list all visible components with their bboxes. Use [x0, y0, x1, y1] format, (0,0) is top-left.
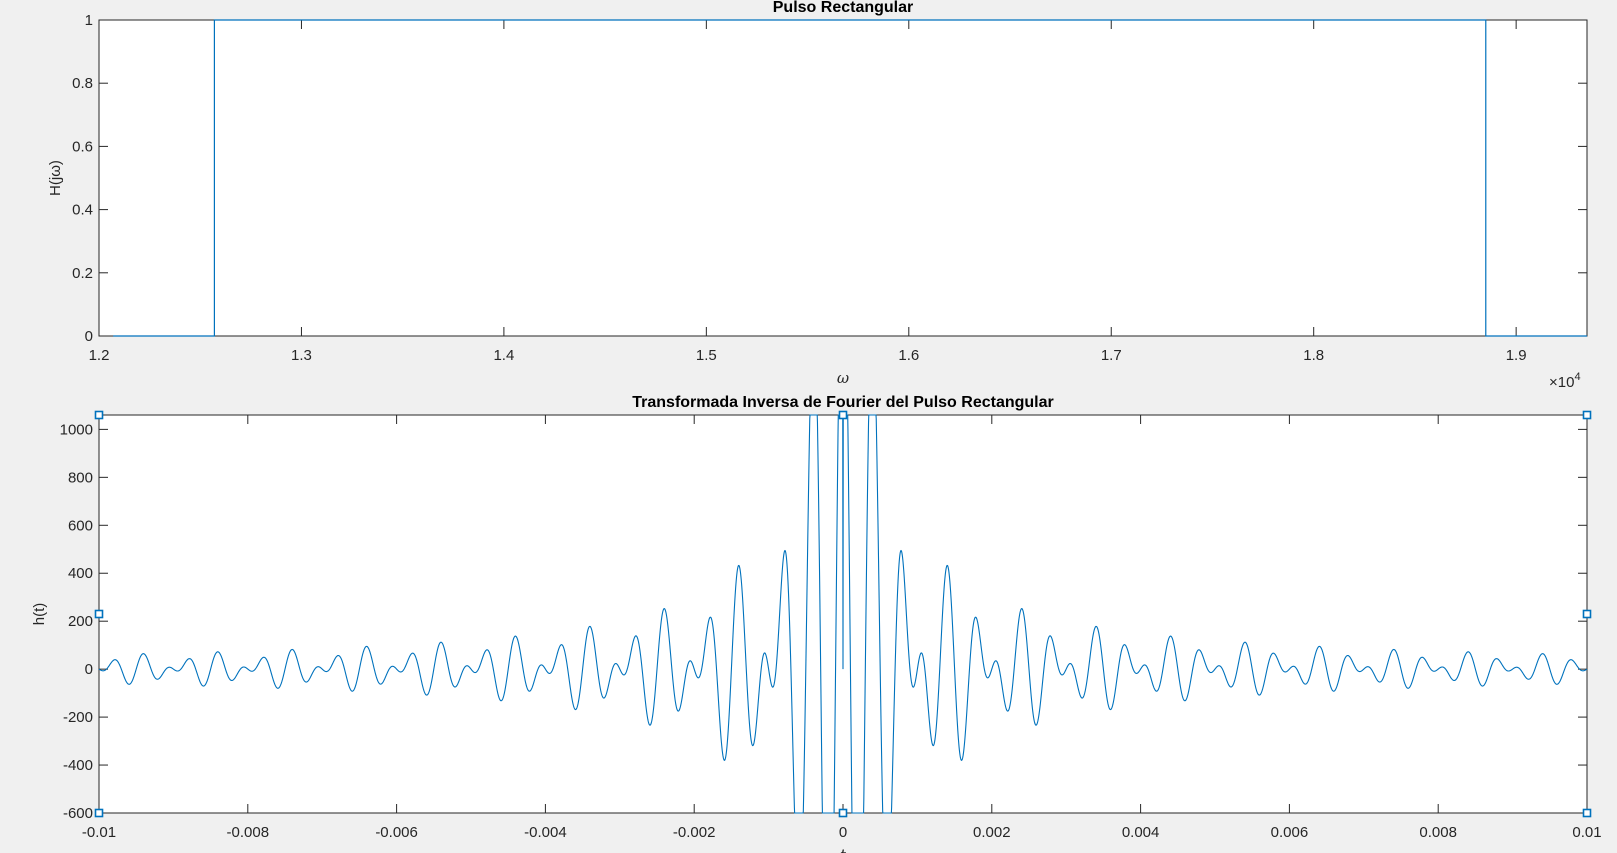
- x-tick-label: 0.01: [1572, 824, 1601, 841]
- y-tick-label: 0.8: [72, 75, 93, 92]
- y-tick-label: 0.6: [72, 138, 93, 155]
- y-tick-label: -200: [63, 709, 93, 726]
- resize-handle[interactable]: [94, 609, 104, 619]
- selection-handles[interactable]: [94, 410, 1592, 818]
- bottom-axes[interactable]: -0.01 -0.008 -0.006 -0.004 -0.002 0 0.002 0.004…: [31, 394, 1602, 853]
- y-tick-label: 1000: [60, 421, 93, 438]
- x-tick-label: 1.7: [1101, 347, 1122, 364]
- y-tick-label: 0.4: [72, 202, 93, 219]
- top-x-exponent-base: ×10: [1549, 374, 1574, 391]
- x-tick-label: -0.006: [375, 824, 418, 841]
- y-tick-label: 600: [68, 517, 93, 534]
- x-tick-label: 0.008: [1419, 824, 1457, 841]
- x-tick-label: 0.006: [1271, 824, 1309, 841]
- y-tick-label: 400: [68, 565, 93, 582]
- x-tick-label: 1.5: [696, 347, 717, 364]
- y-tick-label: 0: [85, 661, 93, 678]
- top-series-line: [113, 19, 1587, 337]
- y-tick-label: 0: [85, 328, 93, 345]
- x-tick-label: 0: [839, 824, 847, 841]
- bottom-series-line: [98, 414, 1588, 814]
- top-x-ticks: 1.2 1.3 1.4 1.5 1.6 1.7 1.8 1.9: [89, 20, 1527, 364]
- x-tick-label: -0.004: [524, 824, 567, 841]
- resize-handle[interactable]: [1582, 808, 1592, 818]
- top-x-exponent-power: 4: [1574, 371, 1580, 383]
- x-tick-label: 1.9: [1506, 347, 1527, 364]
- y-tick-label: -400: [63, 757, 93, 774]
- resize-handle[interactable]: [1582, 410, 1592, 420]
- x-tick-label: 1.6: [898, 347, 919, 364]
- y-tick-label: -600: [63, 805, 93, 822]
- top-y-axis-label: H(jω): [47, 160, 64, 196]
- bottom-chart-title: Transformada Inversa de Fourier del Puls…: [632, 394, 1053, 411]
- bottom-x-axis-label: t: [840, 846, 847, 853]
- resize-handle[interactable]: [94, 808, 104, 818]
- x-tick-label: 1.2: [89, 347, 110, 364]
- y-tick-label: 800: [68, 469, 93, 486]
- resize-handle[interactable]: [838, 410, 848, 420]
- top-chart-title: Pulso Rectangular: [773, 0, 913, 16]
- x-tick-label: 1.8: [1303, 347, 1324, 364]
- x-tick-label: -0.002: [673, 824, 716, 841]
- resize-handle[interactable]: [94, 410, 104, 420]
- resize-handle[interactable]: [838, 808, 848, 818]
- x-tick-label: -0.01: [82, 824, 116, 841]
- top-y-ticks: 0 0.2 0.4 0.6 0.8 1: [72, 12, 1587, 345]
- x-tick-label: 1.4: [493, 347, 514, 364]
- x-tick-label: 1.3: [291, 347, 312, 364]
- top-x-exponent: ×104: [1549, 371, 1581, 391]
- resize-handle[interactable]: [1582, 609, 1592, 619]
- bottom-x-ticks: -0.01 -0.008 -0.006 -0.004 -0.002 0 0.002 0.004…: [82, 415, 1602, 841]
- y-tick-label: 0.2: [72, 265, 93, 282]
- top-x-axis-label: ω: [837, 369, 849, 387]
- top-plot-area[interactable]: [98, 19, 1588, 337]
- bottom-y-axis-label: h(t): [31, 603, 48, 626]
- y-tick-label: 200: [68, 613, 93, 630]
- y-tick-label: 1: [85, 12, 93, 29]
- x-tick-label: -0.008: [227, 824, 270, 841]
- top-axes[interactable]: 1.2 1.3 1.4 1.5 1.6 1.7 1.8 1.9 00.20.40.60.81 …: [47, 0, 1588, 391]
- bottom-y-ticks: -600 -400 -200 0 200 400 600 800 1000: [60, 421, 1587, 822]
- x-tick-label: 0.004: [1122, 824, 1160, 841]
- x-tick-label: 0.002: [973, 824, 1011, 841]
